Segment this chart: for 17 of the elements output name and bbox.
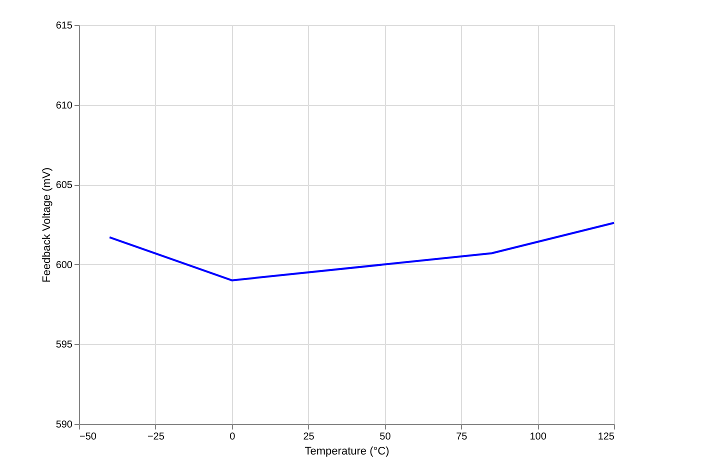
y-tick-label: 610 xyxy=(56,100,73,112)
y-tick-label: 605 xyxy=(56,180,73,192)
line-series xyxy=(108,222,615,282)
x-tick-label: −25 xyxy=(147,432,165,442)
y-tick-label: 590 xyxy=(56,420,73,430)
y-tick-label: 600 xyxy=(56,260,73,271)
x-tick-label: 25 xyxy=(303,432,315,442)
y-axis-title: Feedback Voltage (mV) xyxy=(40,168,53,282)
x-tick-label: 125 xyxy=(598,432,615,442)
y-tick-label: 615 xyxy=(56,20,73,32)
x-tick-label: 75 xyxy=(456,432,468,442)
x-tick-label: 50 xyxy=(380,432,392,442)
x-tick-label: 0 xyxy=(230,432,236,442)
x-tick-label: −50 xyxy=(80,432,97,442)
x-tick-label: 100 xyxy=(530,432,547,442)
x-axis-title: Temperature (°C) xyxy=(304,446,390,458)
y-tick-label: 595 xyxy=(56,340,73,351)
